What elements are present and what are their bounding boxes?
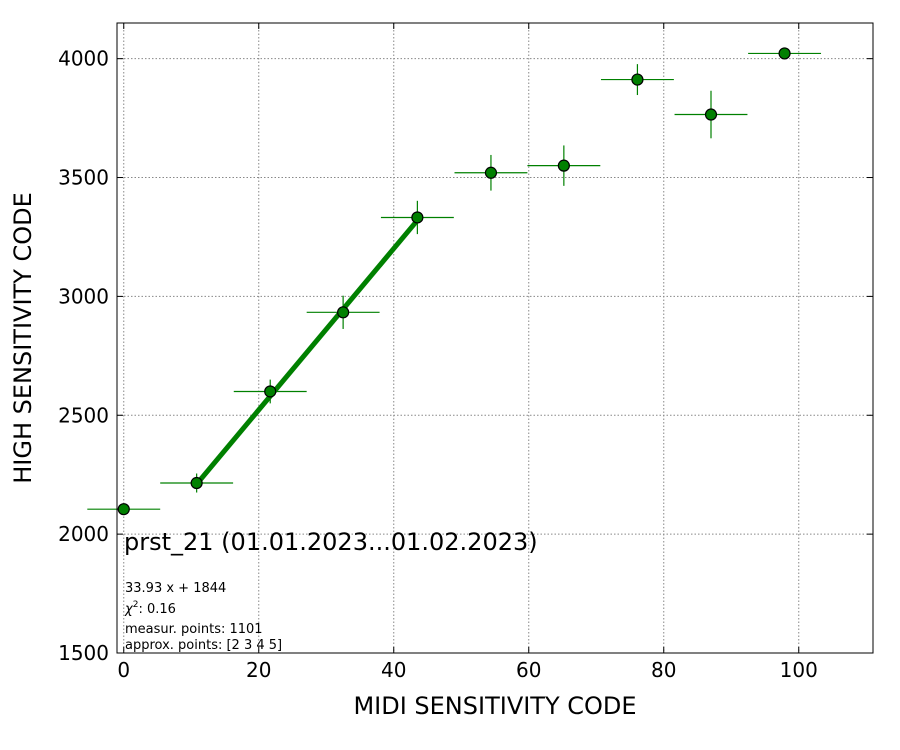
y-tick-label: 1500 — [58, 641, 109, 665]
data-point — [631, 73, 644, 86]
y-tick-label: 3500 — [58, 166, 109, 190]
x-tick-label: 0 — [117, 658, 130, 682]
data-point — [484, 166, 498, 179]
y-tick-label: 2500 — [58, 403, 109, 427]
data-point — [190, 476, 203, 490]
x-tick-label: 20 — [246, 658, 271, 682]
chi-square-value: : 0.16 — [138, 602, 175, 617]
fit-equation-annotation: 33.93 x + 1844 — [125, 581, 226, 596]
data-point — [337, 306, 350, 319]
y-tick-label: 3000 — [58, 284, 109, 308]
x-tick-labels: 0 20 40 60 80 100 — [117, 658, 817, 682]
data-markers — [117, 47, 791, 516]
y-tick-label: 2000 — [58, 522, 109, 546]
chi-superscript: 2 — [133, 600, 139, 610]
data-point — [704, 108, 718, 121]
data-point — [411, 211, 424, 224]
y-tick-label: 4000 — [58, 47, 109, 71]
y-tick-labels: 1500 2000 2500 3000 3500 4000 — [58, 47, 109, 665]
data-point — [117, 503, 130, 516]
data-point — [778, 47, 791, 60]
x-tick-label: 40 — [381, 658, 406, 682]
fit-line — [194, 218, 420, 486]
sensor-title-annotation: prst_21 (01.01.2023...01.02.2023) — [124, 528, 538, 556]
x-tick-label: 60 — [516, 658, 541, 682]
x-axis-label: MIDI SENSITIVITY CODE — [353, 692, 636, 720]
grid — [117, 23, 873, 654]
data-point — [264, 385, 277, 398]
chi-symbol: χ — [124, 602, 134, 617]
chi-square-annotation: χ2: 0.16 — [124, 600, 176, 617]
approx-points-annotation: approx. points: [2 3 4 5] — [125, 638, 282, 653]
fit-line-group — [194, 218, 420, 486]
axis-ticks — [117, 23, 873, 654]
y-axis-label: HIGH SENSITIVITY CODE — [9, 192, 37, 484]
data-point — [557, 159, 570, 172]
measur-points-annotation: measur. points: 1101 — [125, 622, 263, 637]
x-tick-label: 80 — [651, 658, 676, 682]
plot-frame — [116, 22, 874, 654]
x-tick-label: 100 — [780, 658, 818, 682]
